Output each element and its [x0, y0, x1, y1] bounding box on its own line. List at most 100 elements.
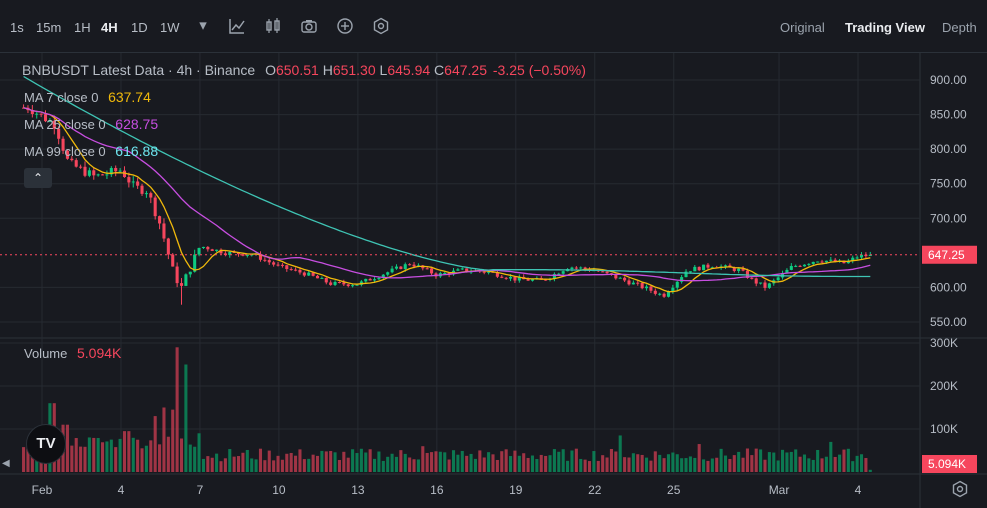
chevron-down-icon[interactable]: ▾ [199, 17, 207, 34]
timeframe-1d[interactable]: 1D [131, 20, 148, 35]
candle-body [627, 280, 631, 285]
candle-body [702, 264, 706, 271]
candle-body [184, 274, 188, 286]
candle-body [219, 249, 223, 254]
price-tick-label: 900.00 [930, 73, 967, 87]
candle-body [153, 197, 157, 217]
volume-bar [223, 458, 227, 472]
candle-body [149, 193, 153, 198]
candle-body [443, 272, 447, 274]
volume-bar [535, 459, 539, 472]
camera-icon[interactable] [300, 17, 318, 35]
volume-bar [680, 458, 684, 472]
legend-high-label: H [322, 62, 333, 78]
view-depth[interactable]: Depth [942, 20, 977, 35]
volume-bar [829, 441, 833, 472]
candle-body [355, 284, 359, 286]
timeframe-1s[interactable]: 1s [10, 20, 24, 35]
view-trading-view[interactable]: Trading View [845, 20, 925, 35]
candle-body [574, 267, 578, 269]
legend-open-label: O [265, 62, 276, 78]
timeframe-1h[interactable]: 1H [74, 20, 91, 35]
candle-body [688, 271, 692, 273]
volume-bar [245, 449, 249, 472]
legend-change: -3.25 (−0.50%) [492, 62, 586, 78]
candle-body [693, 266, 697, 272]
volume-bar [719, 448, 723, 472]
price-chart[interactable]: 900.00 850.00 800.00 750.00 700.00 600.00 550.… [0, 53, 987, 508]
volume-bar [526, 457, 530, 472]
volume-bar [473, 458, 477, 472]
volume-bar [250, 458, 254, 472]
candle-body [631, 282, 635, 285]
last-volume-tag [922, 455, 977, 473]
candle-body [408, 264, 412, 266]
volume-bar [623, 457, 627, 472]
candle-body [601, 271, 605, 273]
candle-body [311, 272, 315, 276]
candle-body [710, 267, 714, 269]
candle-body [166, 238, 170, 255]
candle-body [83, 166, 87, 176]
volume-bar [548, 455, 552, 472]
volume-bar [307, 458, 311, 472]
volume-bar [675, 454, 679, 472]
candle-body [342, 282, 346, 285]
volume-bar [864, 458, 868, 472]
candle-body [307, 272, 311, 276]
volume-bar [662, 458, 666, 472]
timeframe-15m[interactable]: 15m [36, 20, 62, 35]
add-icon[interactable] [336, 17, 354, 35]
view-original[interactable]: Original [780, 20, 825, 35]
volume-bar [114, 447, 118, 472]
volume-bar [96, 438, 100, 472]
settings-icon[interactable] [372, 17, 390, 35]
price-tick-label: 750.00 [930, 177, 967, 191]
volume-bar [443, 452, 447, 472]
volume-bar [373, 458, 377, 472]
volume-bar [666, 454, 671, 472]
timeframe-4h[interactable]: 4H [101, 20, 118, 35]
chart-settings-icon[interactable] [950, 480, 970, 500]
indicator-icon[interactable] [228, 17, 246, 35]
volume-bar [684, 458, 688, 472]
legend-collapse-button[interactable]: ⌃ [24, 168, 52, 188]
candle-body [741, 268, 745, 271]
volume-bar [219, 461, 223, 472]
candle-body [197, 247, 201, 255]
volume-bar [131, 437, 135, 472]
last-price-tag [922, 245, 977, 264]
volume-bar [408, 457, 412, 472]
volume-bar [710, 458, 714, 472]
volume-bar [868, 469, 872, 472]
candle-body [241, 254, 245, 256]
volume-bar [693, 457, 697, 472]
volume-bar [504, 449, 508, 472]
scroll-left-icon[interactable]: ◀ [2, 458, 10, 469]
volume-bar [763, 459, 767, 472]
candle-body [754, 278, 758, 284]
timeframe-1w[interactable]: 1W [160, 20, 180, 35]
candle-body [605, 271, 609, 274]
volume-bar [438, 451, 442, 472]
volume-bar [364, 452, 368, 472]
price-tick-label: 700.00 [930, 211, 967, 225]
candle-body [859, 254, 864, 258]
candle-body [614, 274, 618, 279]
volume-bar [201, 458, 205, 472]
candle-body [289, 269, 293, 271]
candle-body [509, 276, 513, 279]
volume-bar [745, 448, 749, 472]
volume-bar [557, 451, 561, 472]
candle-body [65, 150, 69, 159]
candle-body [210, 249, 214, 251]
candle-body [846, 260, 850, 264]
candle-type-icon[interactable] [264, 17, 282, 35]
volume-bar [263, 460, 267, 472]
volume-bar [741, 457, 745, 472]
candle-body [57, 128, 61, 139]
volume-bars [22, 347, 872, 472]
volume-bar [500, 451, 504, 472]
time-tick-label: 4 [855, 483, 862, 497]
volume-bar [105, 441, 109, 472]
